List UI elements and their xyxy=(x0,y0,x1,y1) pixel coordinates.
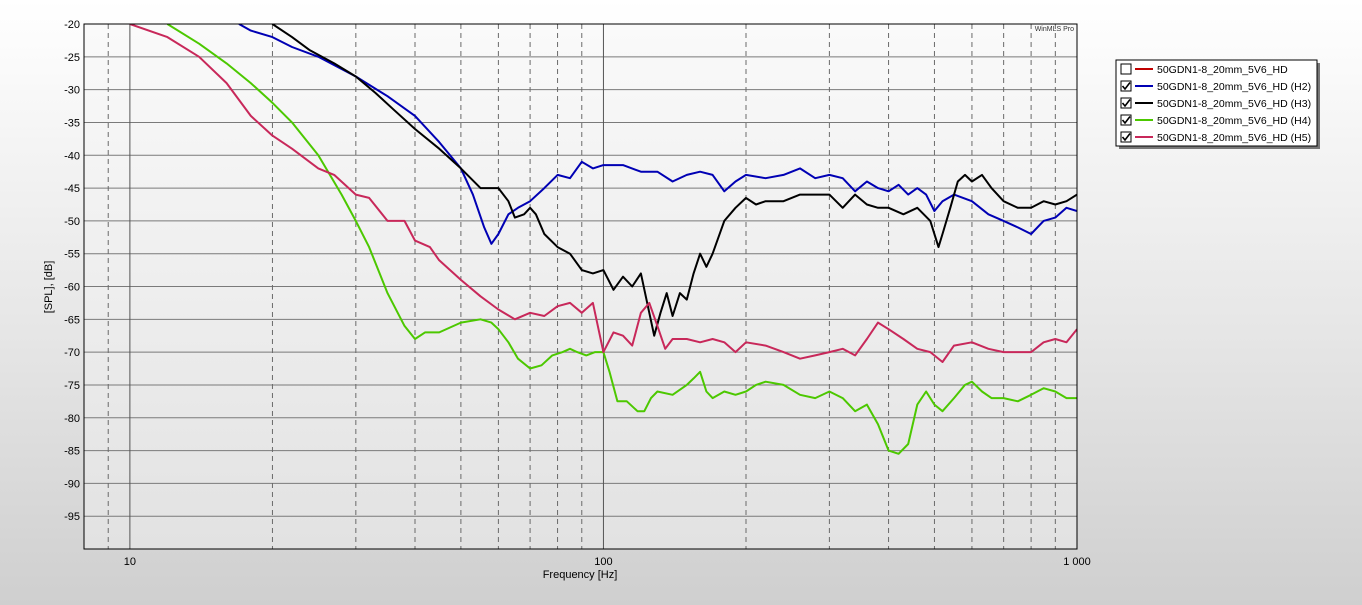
checkmark-icon xyxy=(1121,116,1131,125)
y-tick-label: -45 xyxy=(64,183,80,195)
y-tick-labels: -20 -25 -30 -35 -40 -45 -50 -55 -60 -65 -70 -75 -80 -… xyxy=(64,19,80,523)
y-tick-label: -25 xyxy=(64,52,80,64)
y-tick-label: -35 xyxy=(64,117,80,129)
x-tick-labels: 10 100 1 000 xyxy=(124,556,1091,568)
y-tick-label: -90 xyxy=(64,478,80,490)
x-axis-title: Frequency [Hz] xyxy=(543,569,618,581)
x-tick-label: 10 xyxy=(124,556,136,568)
y-tick-label: -75 xyxy=(64,380,80,392)
grid-lines xyxy=(83,23,1078,549)
checkmark-icon xyxy=(1121,133,1131,142)
y-tick-label: -50 xyxy=(64,216,80,228)
y-tick-label: -20 xyxy=(64,19,80,31)
series-line-4 xyxy=(166,24,1077,455)
legend-label-4: 50GDN1-8_20mm_5V6_HD (H4) xyxy=(1157,115,1311,127)
legend-label-5: 50GDN1-8_20mm_5V6_HD (H5) xyxy=(1157,132,1311,144)
legend: 50GDN1-8_20mm_5V6_HD 50GDN1-8_20mm_5V6_HD… xyxy=(1115,59,1320,149)
y-tick-label: -30 xyxy=(64,85,80,97)
y-tick-label: -70 xyxy=(64,347,80,359)
checkmark-icon xyxy=(1121,99,1131,108)
y-tick-label: -95 xyxy=(64,511,80,523)
legend-label-2: 50GDN1-8_20mm_5V6_HD (H2) xyxy=(1157,81,1311,93)
y-tick-label: -60 xyxy=(64,282,80,294)
x-tick-label: 100 xyxy=(594,556,612,568)
watermark-text: WinMLS Pro xyxy=(1035,26,1074,33)
legend-checkbox-4[interactable] xyxy=(1120,114,1132,126)
legend-label-1: 50GDN1-8_20mm_5V6_HD xyxy=(1157,64,1288,76)
legend-checkbox-5[interactable] xyxy=(1120,131,1132,143)
legend-checkbox-1[interactable] xyxy=(1120,63,1132,75)
checkmark-icon xyxy=(1121,82,1131,91)
y-axis-title: [SPL], [dB] xyxy=(43,261,55,314)
series-line-2 xyxy=(238,24,1077,245)
legend-label-3: 50GDN1-8_20mm_5V6_HD (H3) xyxy=(1157,98,1311,110)
plot-border xyxy=(83,23,1078,550)
x-tick-label: 1 000 xyxy=(1063,556,1091,568)
legend-checkbox-3[interactable] xyxy=(1120,97,1132,109)
legend-checkbox-2[interactable] xyxy=(1120,80,1132,92)
y-tick-label: -85 xyxy=(64,446,80,458)
y-tick-label: -80 xyxy=(64,413,80,425)
series-line-3 xyxy=(271,24,1077,337)
y-tick-label: -55 xyxy=(64,249,80,261)
y-tick-label: -40 xyxy=(64,150,80,162)
series-line-5 xyxy=(129,24,1077,363)
y-tick-label: -65 xyxy=(64,314,80,326)
series-lines xyxy=(129,24,1077,455)
